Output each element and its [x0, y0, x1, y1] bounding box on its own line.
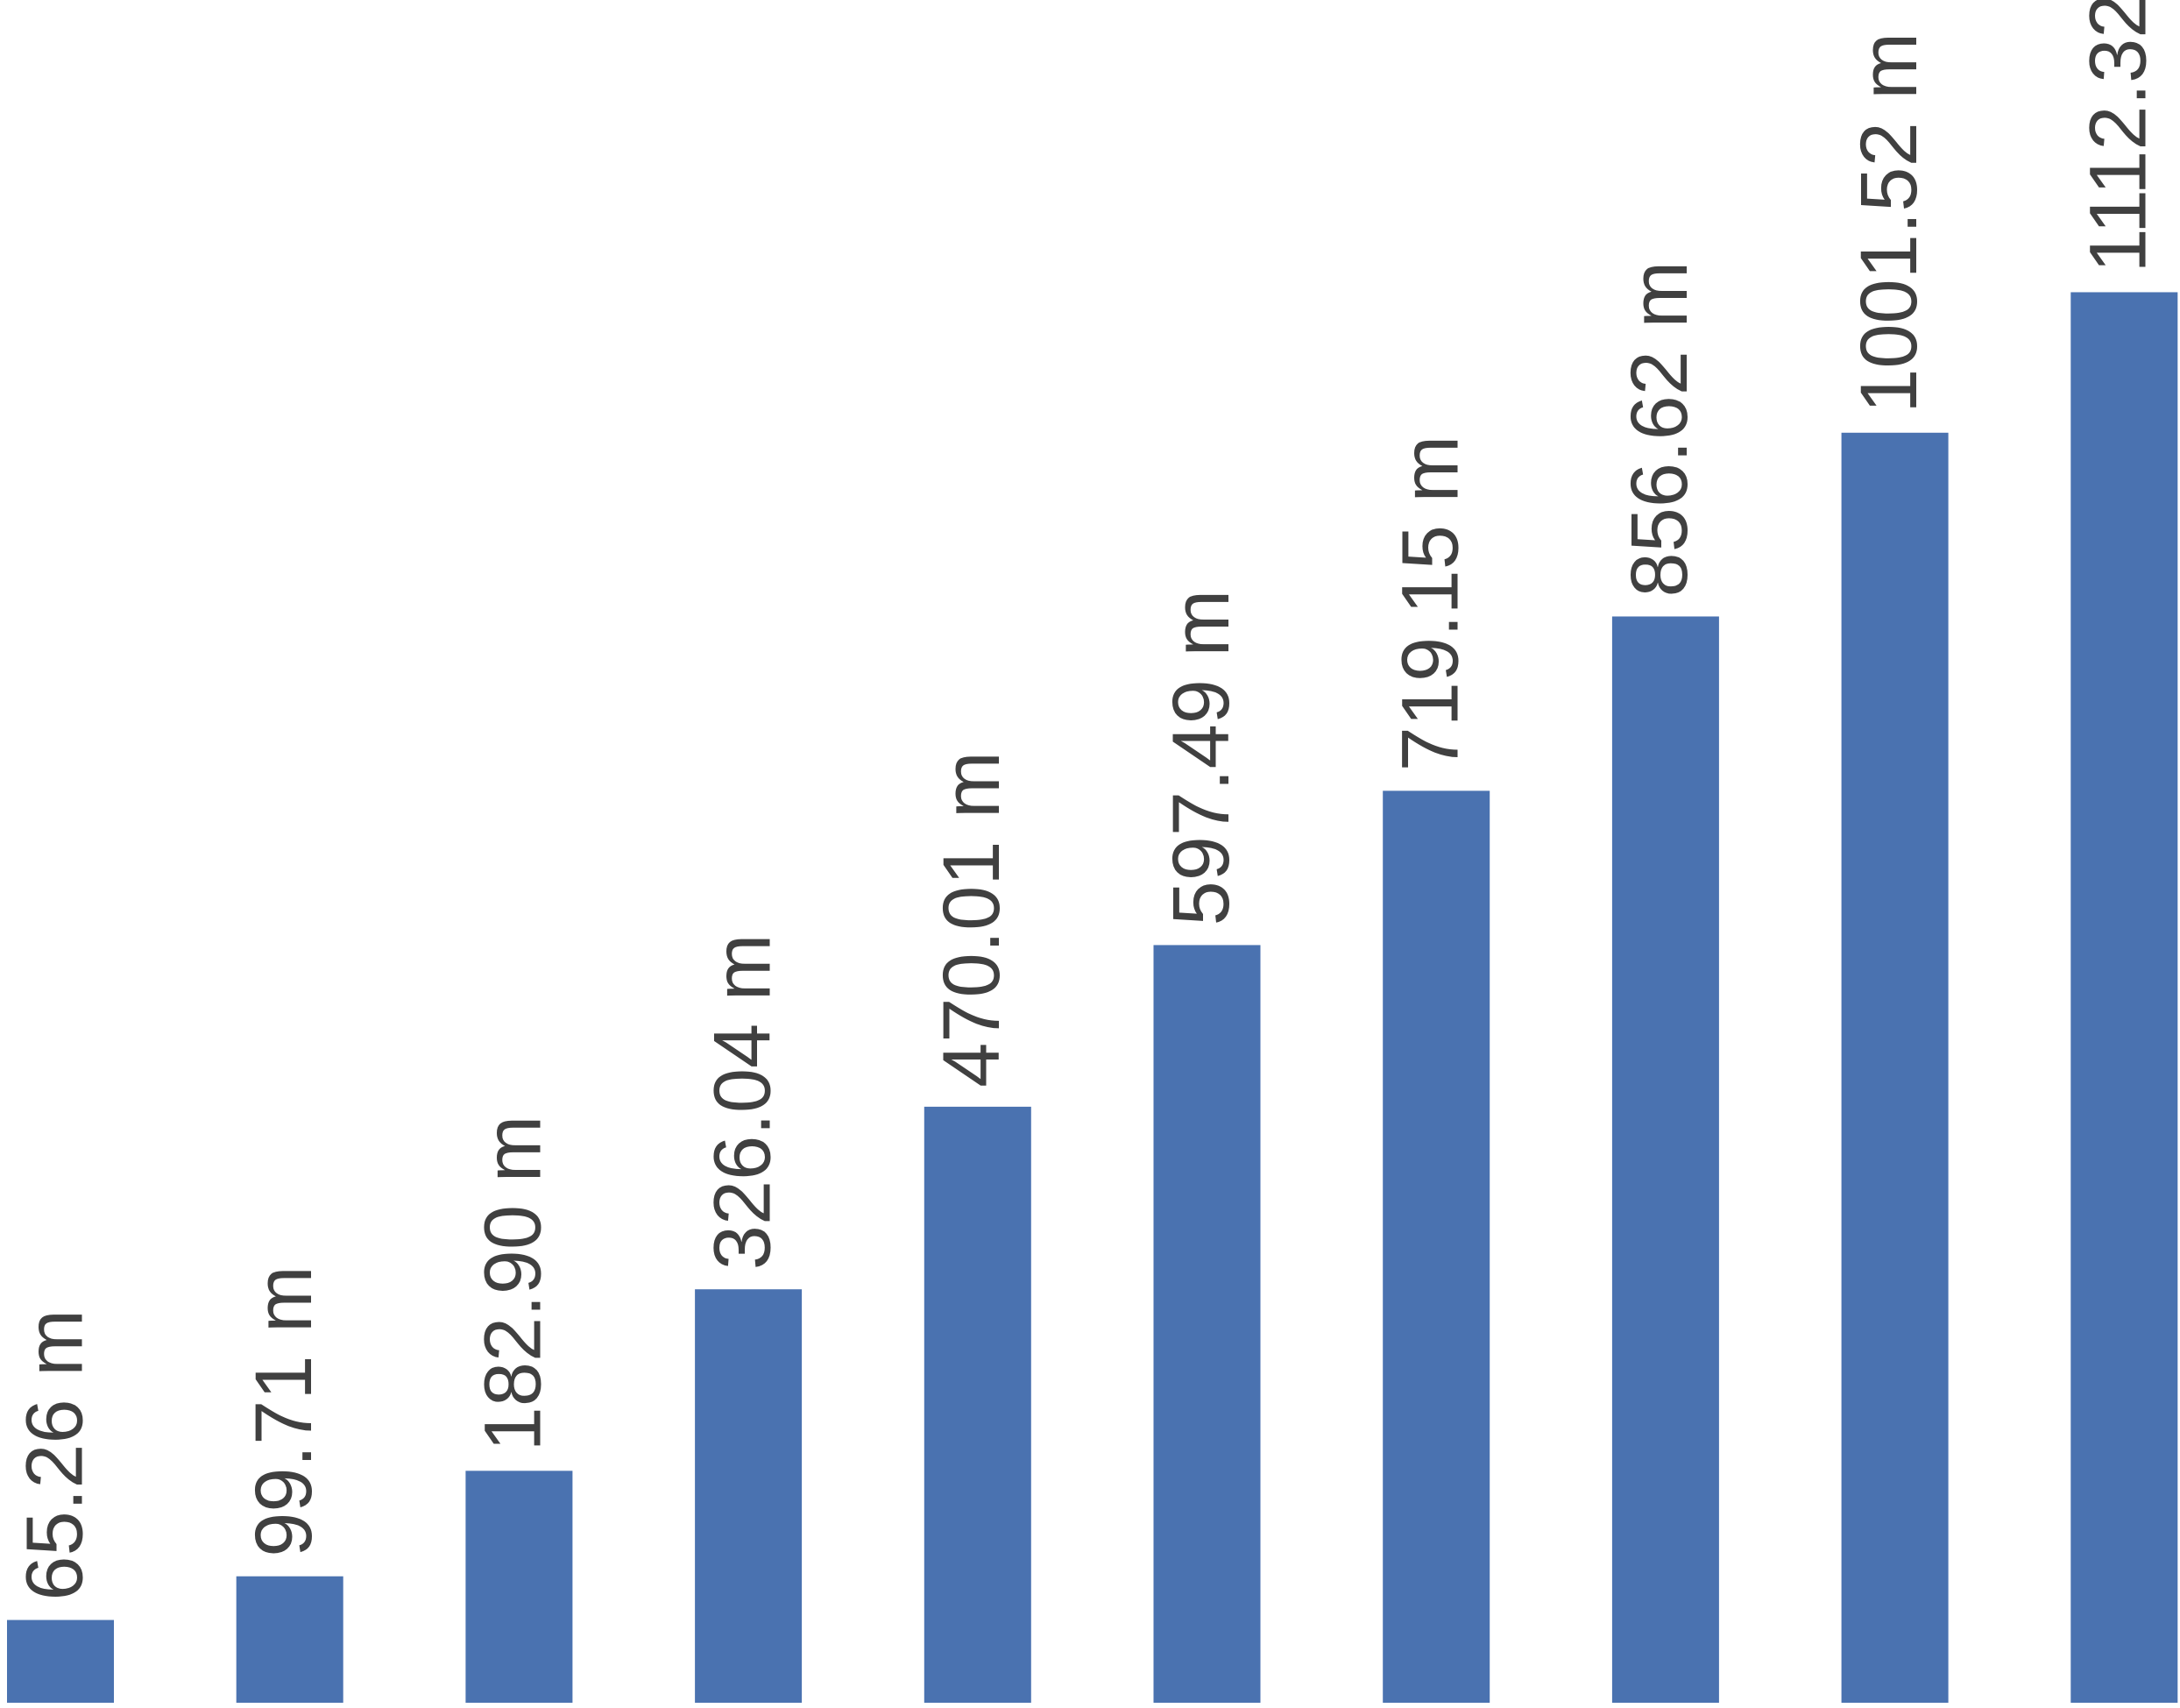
data-label: 1112.32 m	[2074, 0, 2163, 273]
data-label: 597.49 m	[1157, 590, 1246, 926]
bar	[465, 1471, 573, 1703]
bar	[2070, 292, 2178, 1704]
bar	[695, 1289, 803, 1703]
data-label: 719.15 m	[1385, 436, 1475, 772]
data-label: 856.62 m	[1615, 261, 1704, 598]
data-label: 182.90 m	[469, 1116, 558, 1452]
bar	[1383, 790, 1490, 1704]
data-label: 99.71 m	[239, 1265, 329, 1556]
bar	[7, 1619, 114, 1703]
bar	[1153, 945, 1261, 1703]
bar	[1611, 616, 1719, 1704]
bar	[236, 1576, 343, 1703]
bar	[924, 1106, 1031, 1703]
bar	[1841, 432, 1949, 1703]
data-label: 326.04 m	[697, 934, 787, 1271]
data-label: 65.26 m	[10, 1309, 99, 1600]
data-label: 470.01 m	[927, 751, 1016, 1088]
data-label: 1001.52 m	[1844, 32, 1934, 414]
